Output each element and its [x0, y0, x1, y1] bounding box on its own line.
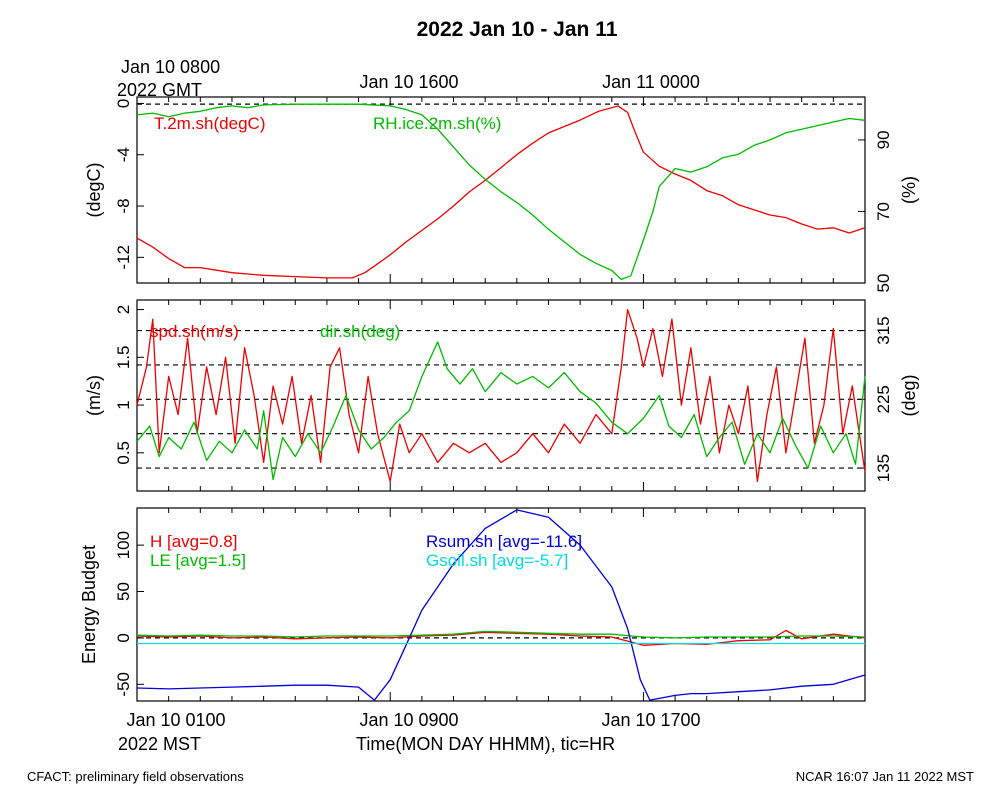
right-axis-tick-label: 315 — [874, 316, 893, 344]
series-legend-label: T.2m.sh(degC) — [154, 114, 265, 133]
bottom-time-label-3: Jan 10 1700 — [601, 710, 700, 730]
top-time-label-2: Jan 10 1600 — [359, 72, 458, 92]
right-axis-title: (%) — [899, 176, 919, 204]
bottom-time-label-1-line2: 2022 MST — [118, 734, 201, 754]
series-legend-label: RH.ice.2m.sh(%) — [373, 114, 501, 133]
left-axis-tick-label: 100 — [114, 531, 133, 559]
footer-left-note: CFACT: preliminary field observations — [27, 769, 244, 784]
series-line — [136, 308, 866, 483]
footer-right-note: NCAR 16:07 Jan 11 2022 MST — [796, 769, 974, 784]
left-axis-tick-label: 50 — [114, 582, 133, 601]
top-time-label-3: Jan 11 0000 — [602, 72, 700, 92]
series-legend-label: Gsoil.sh [avg=-5.7] — [426, 551, 568, 570]
series-line — [136, 629, 866, 646]
right-axis-title: (deg) — [899, 374, 919, 416]
left-axis-tick-label: 0.5 — [114, 441, 133, 465]
left-axis-tick-label: 0 — [114, 99, 133, 108]
left-axis-title: (m/s) — [84, 375, 104, 416]
left-axis-tick-label: 1.5 — [114, 345, 133, 369]
series-legend-label: LE [avg=1.5] — [150, 551, 246, 570]
series-line — [136, 105, 866, 279]
series-legend-label: Rsum.sh [avg=-11.6] — [426, 532, 582, 551]
top-time-label-1-line2: 2022 GMT — [117, 80, 202, 100]
right-axis-tick-label: 70 — [874, 202, 893, 221]
right-axis-tick-label: 225 — [874, 385, 893, 413]
bottom-time-label-1-line1: Jan 10 0100 — [126, 710, 225, 730]
panel-frame — [136, 299, 866, 492]
left-axis-tick-label: -12 — [114, 245, 133, 270]
left-axis-tick-label: -8 — [114, 198, 133, 213]
top-time-label-1-line1: Jan 10 0800 — [121, 57, 220, 77]
left-axis-tick-label: -4 — [114, 147, 133, 162]
series-line — [136, 341, 866, 481]
left-axis-title: (degC) — [84, 162, 104, 217]
figure-title: 2022 Jan 10 - Jan 11 — [417, 18, 618, 41]
panel-frame — [136, 96, 866, 284]
right-axis-tick-label: 135 — [874, 454, 893, 482]
series-legend-label: dir.sh(deg) — [320, 322, 400, 341]
left-axis-title: Energy Budget — [79, 545, 99, 664]
left-axis-tick-label: -50 — [114, 672, 133, 697]
series-legend-label: spd.sh(m/s) — [150, 322, 239, 341]
right-axis-tick-label: 50 — [874, 274, 893, 293]
series-line — [136, 509, 866, 701]
bottom-time-label-2: Jan 10 0900 — [359, 710, 458, 730]
energy-budget-panel: -50 0 50 100 Energy Budget H [avg=0.8]LE [avg… — [79, 507, 866, 702]
left-axis-tick-label: 1 — [114, 400, 133, 409]
series-line — [136, 103, 866, 281]
panel-frame — [136, 507, 866, 702]
wind-panel: 0.5 1 1.5 2 (m/s) 315 225 135 (deg) spd.sh(m/s) di… — [84, 299, 919, 492]
series-line — [136, 630, 866, 639]
right-axis-tick-label: 90 — [874, 130, 893, 149]
left-axis-tick-label: 0 — [114, 633, 133, 642]
series-legend-label: H [avg=0.8] — [150, 532, 237, 551]
x-axis-label: Time(MON DAY HHMM), tic=HR — [356, 734, 615, 754]
temperature-rh-panel: 0 -4 -8 -12 (degC) 90 70 50 (%) T.2m.sh(degC) RH.i… — [84, 96, 919, 293]
left-axis-tick-label: 2 — [114, 305, 133, 314]
